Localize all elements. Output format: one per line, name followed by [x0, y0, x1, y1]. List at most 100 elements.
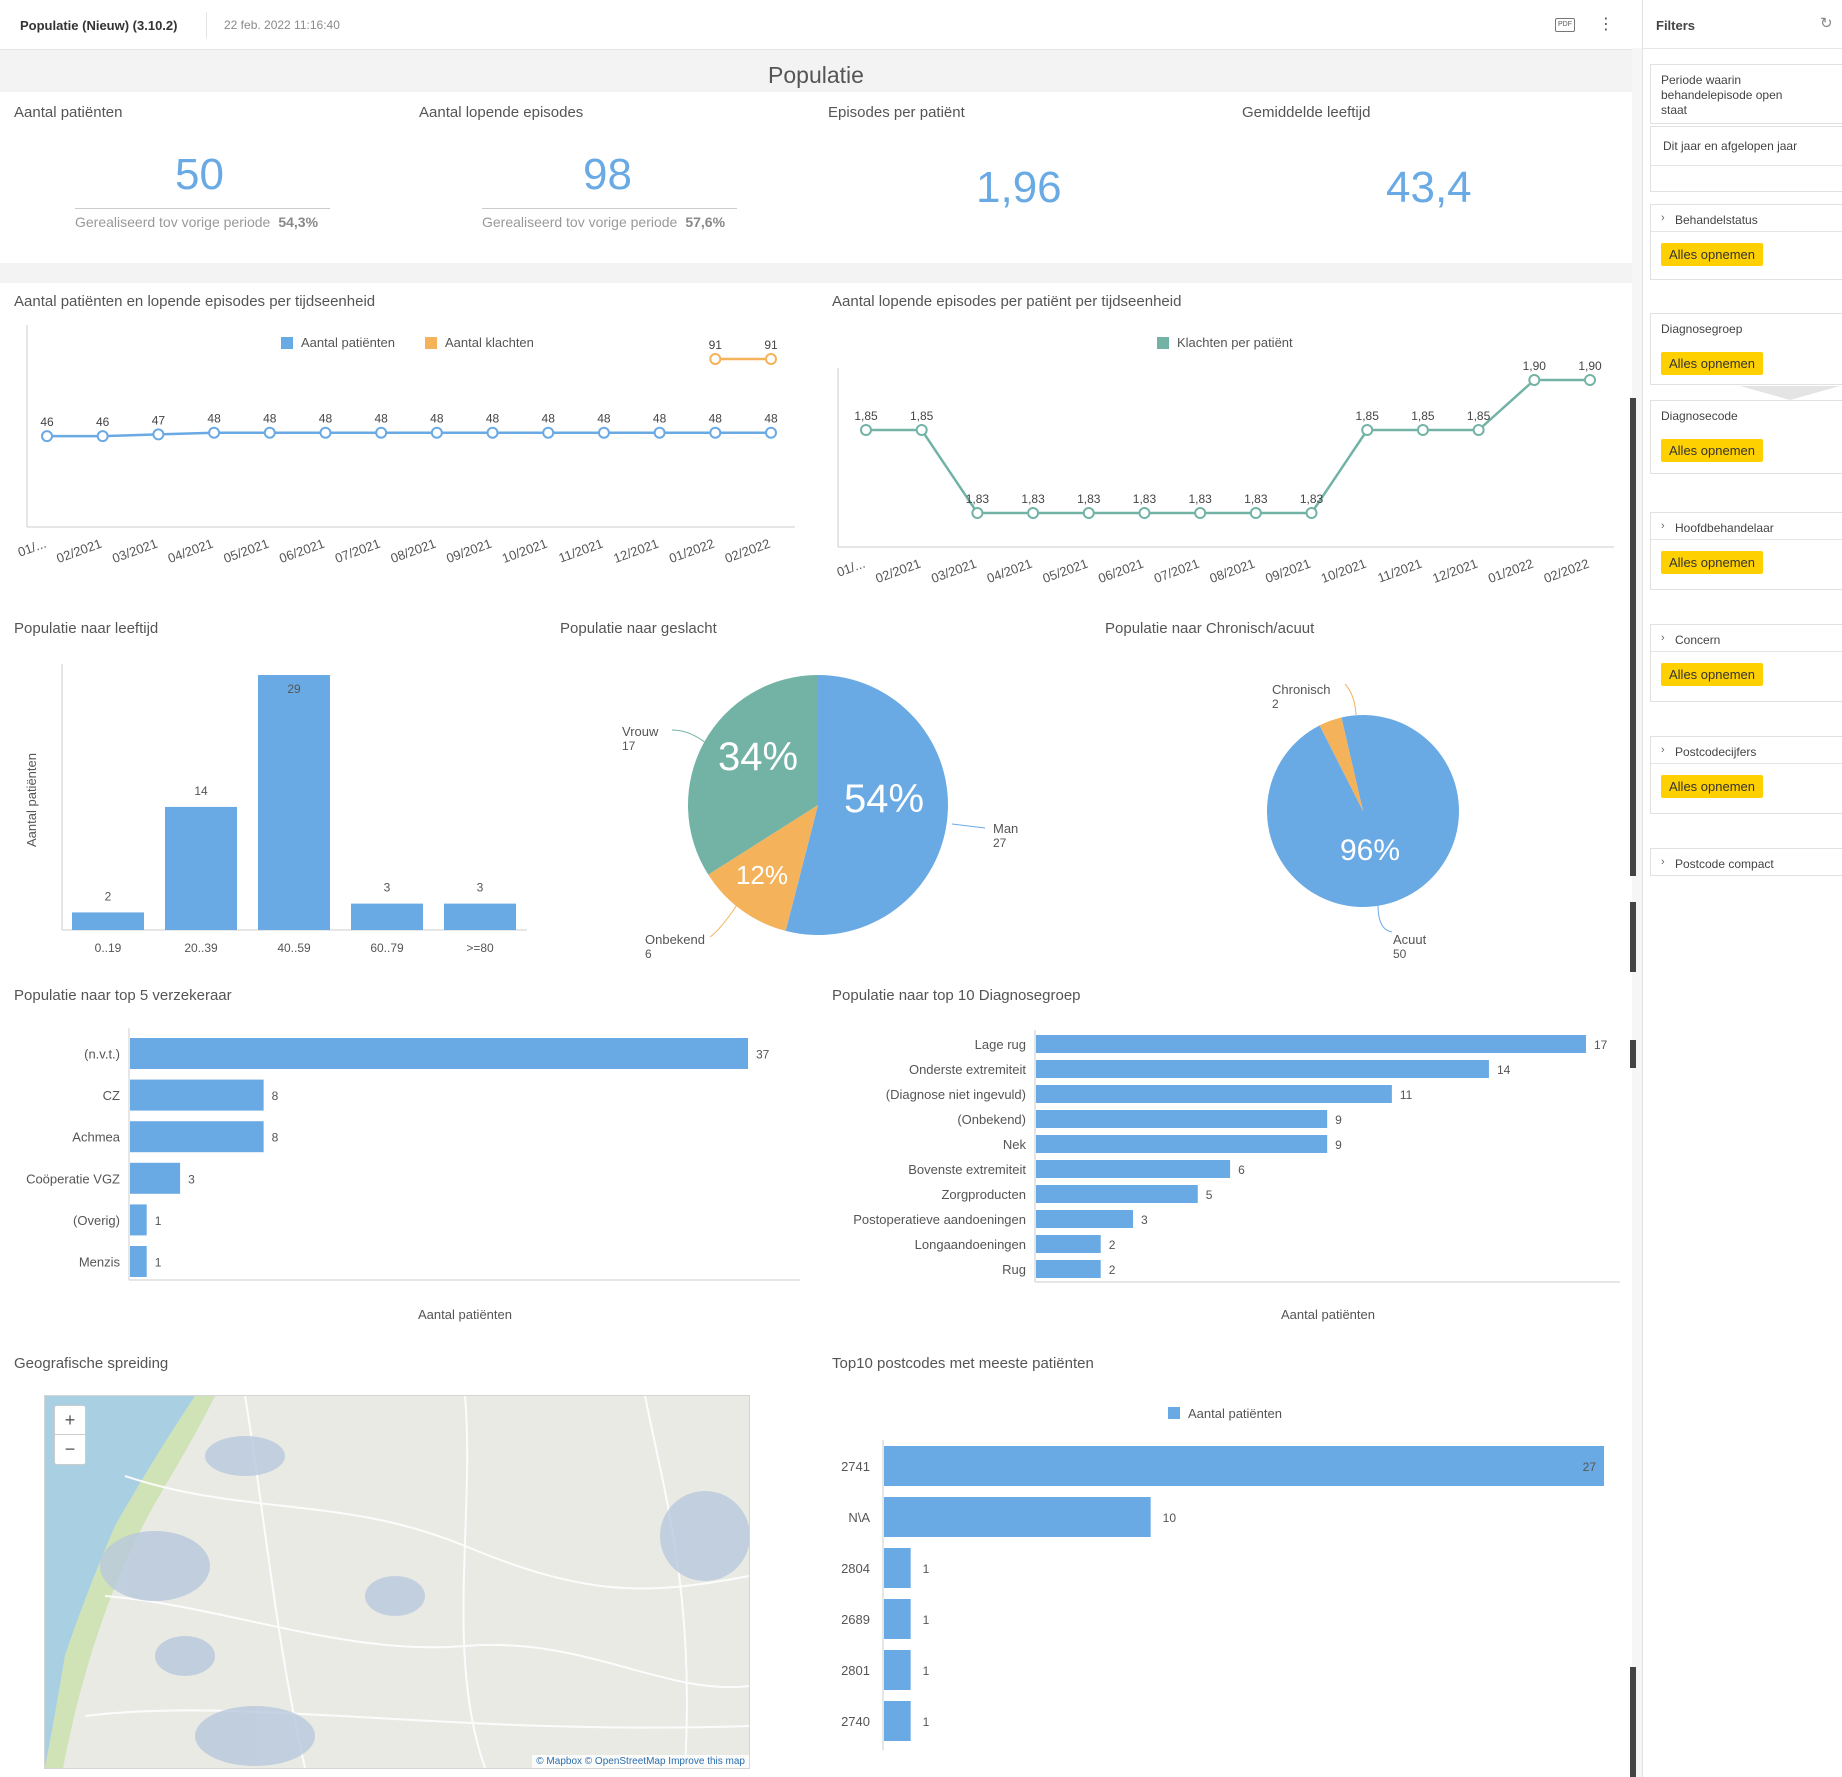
kpi-sub-label: Gerealiseerd tov vorige periode — [482, 214, 678, 230]
filter-label: Postcodecijfers — [1675, 745, 1757, 759]
divider — [1651, 651, 1842, 652]
zoom-in-button[interactable]: + — [55, 1406, 85, 1435]
bar — [1036, 1035, 1586, 1053]
chevron-right-icon[interactable]: › — [1661, 744, 1665, 756]
scrollbar-thumb[interactable] — [1630, 398, 1636, 876]
page-title: Populatie — [768, 62, 864, 88]
section-title-line1: Aantal patiënten en lopende episodes per… — [14, 293, 376, 310]
bar-value-label: 2 — [1109, 1238, 1116, 1252]
divider — [1651, 231, 1842, 232]
pdf-icon[interactable]: PDF — [1555, 18, 1575, 32]
data-point — [1249, 507, 1262, 519]
chevron-right-icon[interactable]: › — [1661, 632, 1665, 644]
x-tick-label: 12/2021 — [1430, 556, 1479, 586]
bar — [1036, 1235, 1101, 1253]
category-label: (Overig) — [73, 1213, 120, 1228]
data-label: 48 — [764, 412, 778, 426]
legend-label: Aantal patiënten — [1188, 1406, 1282, 1421]
bar — [130, 1204, 147, 1236]
kpi-value-patients: 50 — [175, 150, 224, 199]
include-all-button[interactable]: Alles opnemen — [1661, 775, 1763, 798]
category-label: 2804 — [841, 1561, 870, 1576]
pie-percent-label: 54% — [844, 777, 924, 821]
map-zoom-control: + − — [54, 1405, 86, 1465]
bar — [165, 806, 237, 930]
bar — [884, 1650, 911, 1690]
category-label: CZ — [103, 1088, 120, 1103]
bar — [1036, 1085, 1392, 1103]
x-tick-label: 01/... — [835, 556, 867, 580]
category-label: Longaandoeningen — [915, 1237, 1026, 1252]
zoom-out-button[interactable]: − — [64, 1439, 76, 1459]
data-label: 48 — [597, 412, 611, 426]
kpi-value-episodes: 98 — [583, 150, 632, 199]
refresh-icon[interactable]: ↻ — [1820, 15, 1833, 32]
bar-value-label: 8 — [272, 1089, 279, 1103]
x-tick-label: 04/2021 — [985, 556, 1034, 586]
geo-map[interactable]: © Mapbox © OpenStreetMap Improve this ma… — [44, 1395, 750, 1769]
period-filter-select[interactable]: Dit jaar en afgelopen jaar — [1650, 126, 1842, 192]
data-point — [765, 353, 777, 365]
kpi-sub-value: 57,6% — [685, 214, 726, 230]
bar — [1036, 1185, 1198, 1203]
filter-diagnosecode: Diagnosecode Alles opnemen — [1650, 400, 1842, 474]
urban-areas — [100, 1436, 749, 1766]
data-point — [430, 426, 443, 439]
bar-value-label: 1 — [155, 1256, 162, 1270]
x-tick-label: 09/2021 — [1263, 556, 1312, 586]
data-label: 1,85 — [854, 409, 878, 423]
data-label: 1,85 — [1467, 409, 1491, 423]
series-line — [866, 378, 1590, 515]
include-all-button[interactable]: Alles opnemen — [1661, 243, 1763, 266]
x-tick-label: 09/2021 — [444, 536, 493, 566]
filter-label: Diagnosecode — [1661, 409, 1738, 423]
bar-value-label: 9 — [1335, 1138, 1342, 1152]
include-all-button[interactable]: Alles opnemen — [1661, 439, 1763, 462]
pie-category-label: Acuut — [1393, 932, 1427, 947]
include-all-button[interactable]: Alles opnemen — [1661, 663, 1763, 686]
filter-postcode-compact: › Postcode compact — [1650, 848, 1842, 876]
bar — [1036, 1160, 1231, 1178]
pie-category-label: Vrouw — [622, 724, 659, 739]
legend-swatch — [281, 337, 293, 349]
data-label: 1,83 — [1077, 492, 1101, 506]
filter-label: Behandelstatus — [1675, 213, 1758, 227]
include-all-button[interactable]: Alles opnemen — [1661, 352, 1763, 375]
data-point — [152, 428, 165, 441]
data-point — [709, 426, 722, 439]
y-axis-label: Aantal patiënten — [24, 753, 39, 847]
data-label: 48 — [207, 412, 221, 426]
more-options-icon[interactable]: ⋮ — [1598, 16, 1614, 33]
x-tick-label: 05/2021 — [1040, 556, 1089, 586]
data-point — [860, 424, 872, 436]
section-title-postcode: Top10 postcodes met meeste patiënten — [832, 1355, 1094, 1372]
data-point — [1027, 507, 1040, 519]
x-tick-label: 01/2022 — [1486, 556, 1535, 586]
chevron-right-icon[interactable]: › — [1661, 212, 1665, 224]
x-tick-label: 07/2021 — [1152, 556, 1201, 586]
divider — [206, 12, 207, 38]
pie-slice — [1267, 714, 1460, 907]
leader-line — [951, 823, 986, 829]
x-tick-label: 03/2021 — [110, 536, 159, 566]
section-title-geo: Geografische spreiding — [14, 1355, 169, 1372]
bar — [258, 675, 330, 930]
pie-category-label: Onbekend — [645, 932, 705, 947]
bar — [1036, 1135, 1328, 1153]
data-point — [597, 426, 610, 439]
data-label: 1,83 — [1188, 492, 1212, 506]
bar — [1036, 1110, 1328, 1128]
chevron-right-icon[interactable]: › — [1661, 520, 1665, 532]
data-point — [1194, 507, 1207, 519]
main-scrollbar[interactable] — [1632, 48, 1642, 1777]
bar — [444, 903, 516, 930]
bar-value-label: 2 — [1109, 1263, 1116, 1277]
pie-value-label: 50 — [1393, 947, 1407, 961]
filter-hoofdbehandelaar: › Hoofdbehandelaar Alles opnemen — [1650, 512, 1842, 590]
bar-value-label: 1 — [155, 1214, 162, 1228]
map-attribution[interactable]: © Mapbox © OpenStreetMap Improve this ma… — [532, 1755, 749, 1768]
chevron-right-icon[interactable]: › — [1661, 856, 1665, 868]
bar — [884, 1497, 1151, 1537]
include-all-button[interactable]: Alles opnemen — [1661, 551, 1763, 574]
data-point — [1305, 507, 1318, 519]
